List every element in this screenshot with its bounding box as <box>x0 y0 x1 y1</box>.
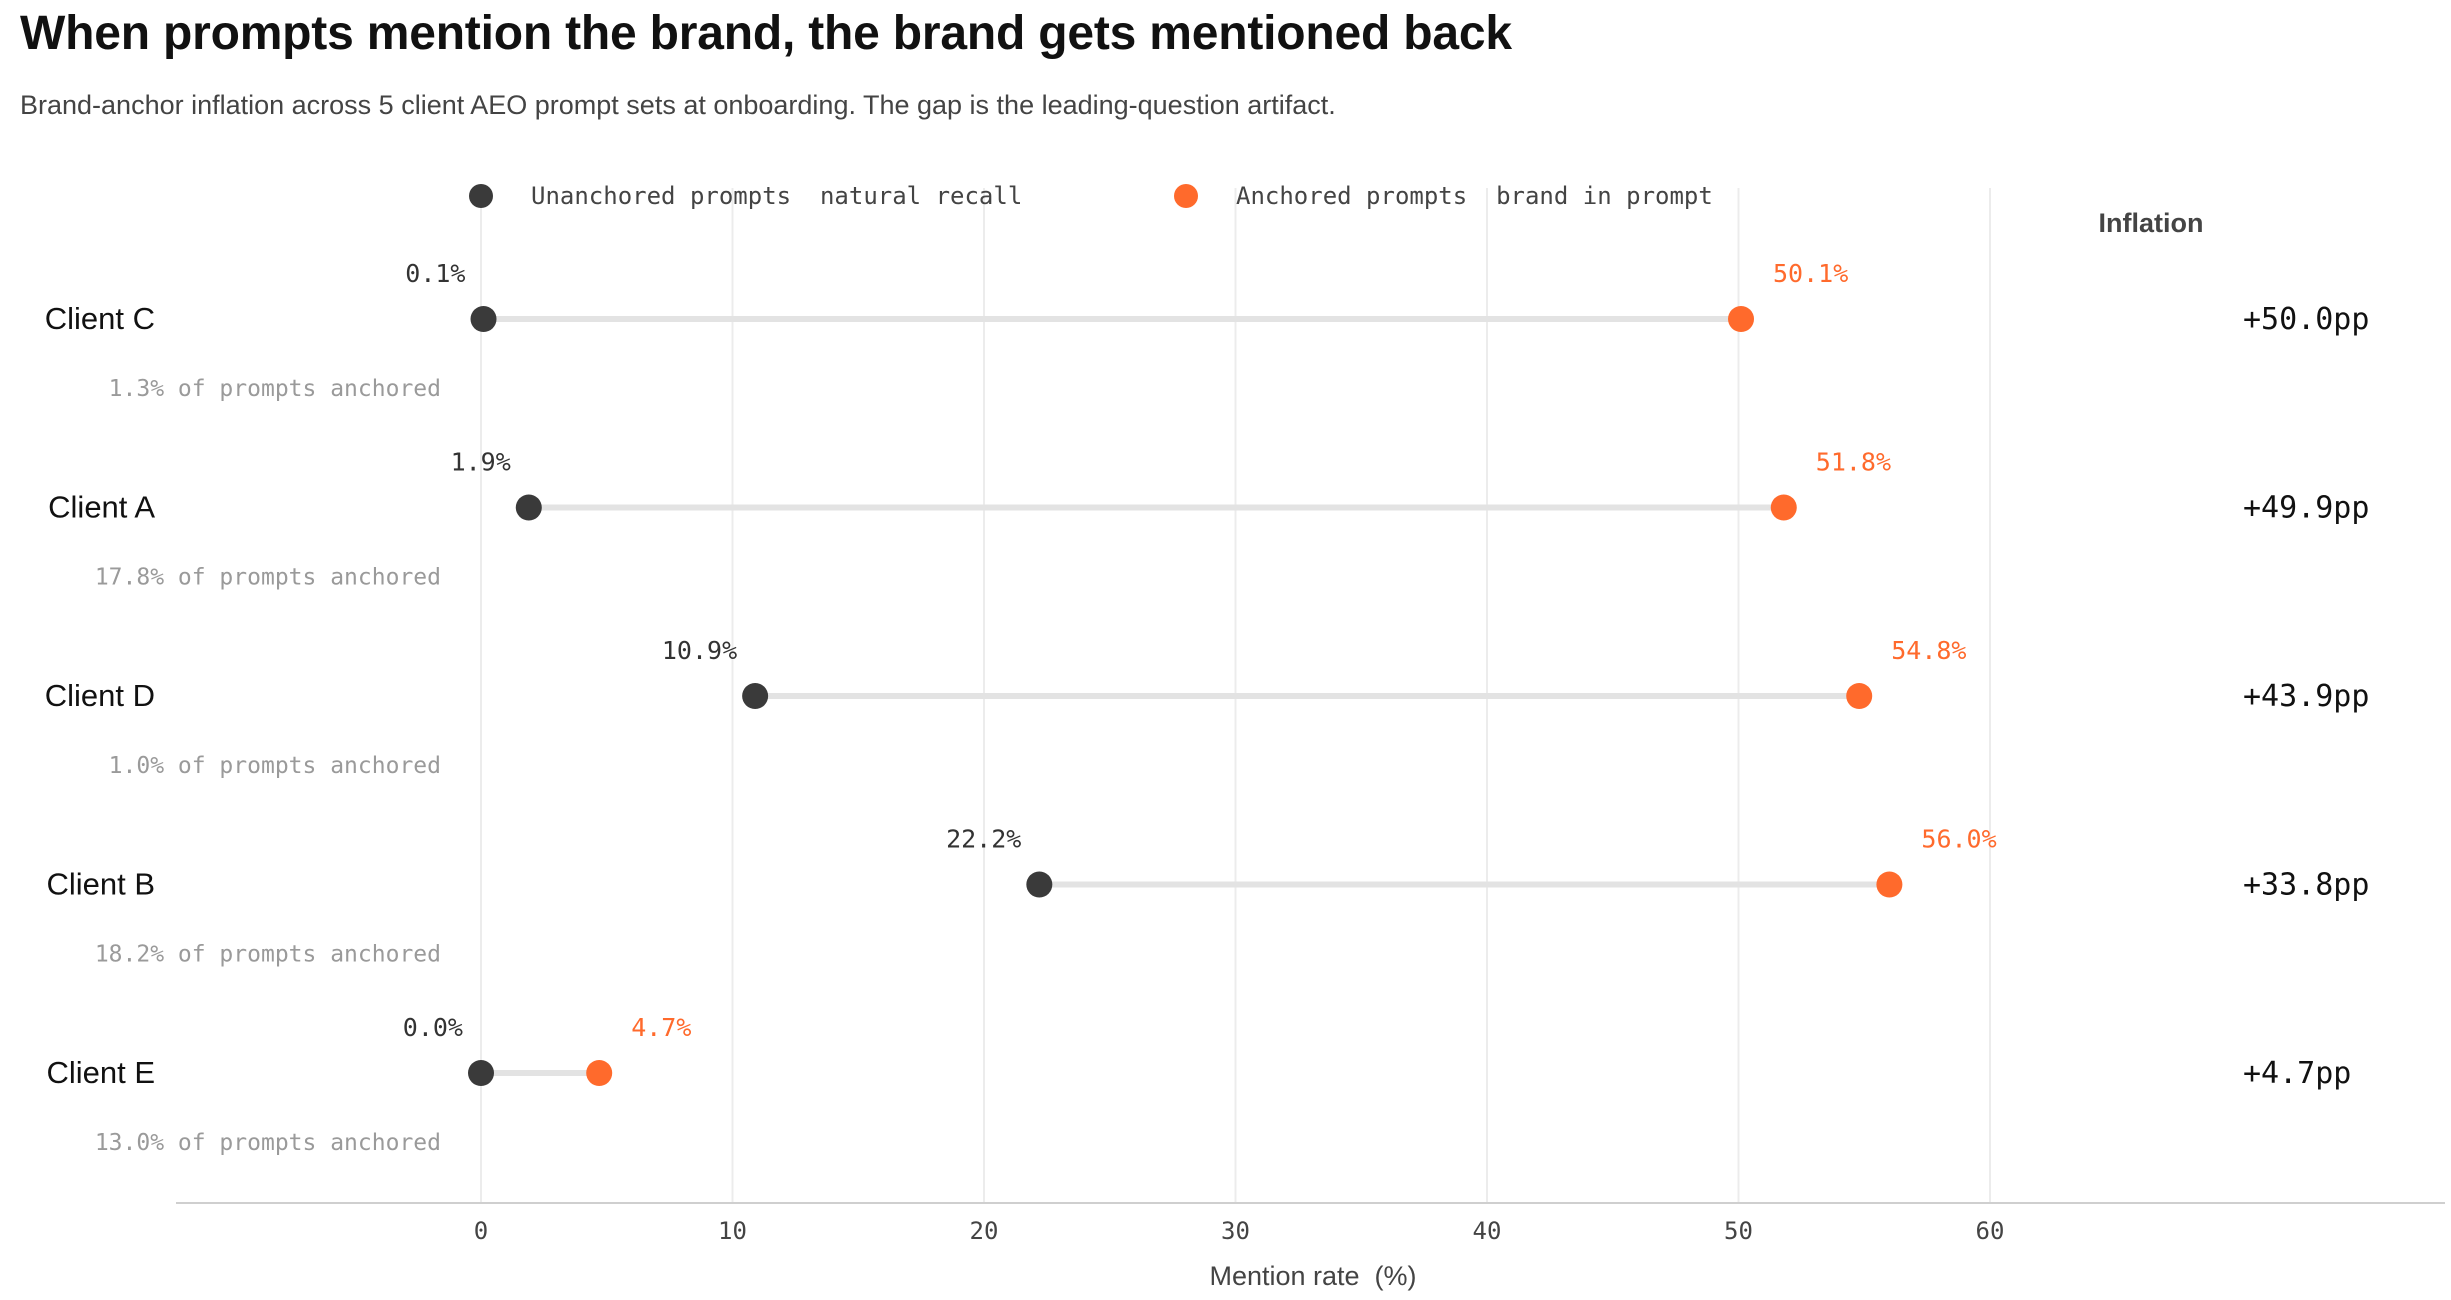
anchored-share-label: 13.0% of prompts anchored <box>95 1130 441 1156</box>
point-anchored <box>586 1060 613 1086</box>
point-unanchored <box>1026 871 1053 898</box>
legend-marker-anchored <box>1174 184 1198 208</box>
client-label: Client A <box>48 490 155 525</box>
row-client-c: 0.1% 50.1% Client C 1.3% of prompts anchore… <box>45 259 2370 402</box>
inflation-value: +4.7pp <box>2243 1056 2351 1091</box>
inflation-value: +33.8pp <box>2243 868 2369 903</box>
data-label-unanchored: 1.9% <box>451 448 511 477</box>
x-tick-label-20: 20 <box>970 1217 999 1245</box>
point-anchored <box>1876 871 1903 898</box>
x-tick-label-60: 60 <box>1976 1217 2005 1245</box>
point-unanchored <box>470 306 497 332</box>
x-tick-label-40: 40 <box>1473 1217 1502 1245</box>
data-label-unanchored: 22.2% <box>946 825 1021 854</box>
row-client-a: 1.9% 51.8% Client A 17.8% of prompts anchor… <box>48 448 2369 591</box>
data-label-anchored: 51.8% <box>1816 448 1891 477</box>
x-tick-label-50: 50 <box>1724 1217 1753 1245</box>
client-label: Client C <box>45 301 155 336</box>
anchored-share-label: 1.0% of prompts anchored <box>109 753 441 779</box>
inflation-value: +50.0pp <box>2243 302 2369 337</box>
point-unanchored <box>515 494 542 521</box>
x-tick-label-30: 30 <box>1221 1217 1250 1245</box>
point-unanchored <box>742 683 769 709</box>
row-client-e: 0.0% 4.7% Client E 13.0% of prompts anchore… <box>46 1013 2351 1156</box>
x-tick-label-10: 10 <box>718 1217 747 1245</box>
point-anchored <box>1770 494 1797 521</box>
data-label-unanchored: 10.9% <box>662 636 737 665</box>
inflation-value: +49.9pp <box>2243 491 2369 526</box>
row-client-d: 10.9% 54.8% Client D 1.0% of prompts anchor… <box>45 636 2370 779</box>
data-label-unanchored: 0.0% <box>403 1013 463 1042</box>
inflation-column-header: Inflation <box>2099 208 2204 238</box>
data-label-unanchored: 0.1% <box>405 259 465 288</box>
anchored-share-label: 18.2% of prompts anchored <box>95 942 441 968</box>
legend: Unanchored prompts natural recall Anchor… <box>469 182 1713 210</box>
row-client-b: 22.2% 56.0% Client B 18.2% of prompts ancho… <box>46 825 2369 968</box>
data-label-anchored: 54.8% <box>1891 636 1966 665</box>
legend-label-anchored: Anchored prompts brand in prompt <box>1236 182 1713 210</box>
x-axis-label: Mention rate (%) <box>1209 1261 1416 1291</box>
anchored-share-label: 1.3% of prompts anchored <box>109 376 441 402</box>
data-label-anchored: 56.0% <box>1921 825 1996 854</box>
point-anchored <box>1728 306 1755 332</box>
point-unanchored <box>468 1060 494 1086</box>
point-anchored <box>1846 683 1873 709</box>
anchored-share-label: 17.8% of prompts anchored <box>95 565 441 591</box>
data-label-anchored: 4.7% <box>631 1013 691 1042</box>
chart-subtitle: Brand-anchor inflation across 5 client A… <box>20 90 1336 120</box>
legend-marker-unanchored <box>469 184 493 208</box>
rows-layer: 0.1% 50.1% Client C 1.3% of prompts anchore… <box>45 259 2370 1156</box>
data-label-anchored: 50.1% <box>1773 259 1848 288</box>
client-label: Client E <box>46 1055 155 1090</box>
client-label: Client D <box>45 678 155 713</box>
inflation-value: +43.9pp <box>2243 679 2369 714</box>
chart-title: When prompts mention the brand, the bran… <box>20 7 1512 60</box>
x-tick-label-0: 0 <box>474 1217 488 1245</box>
legend-label-unanchored: Unanchored prompts natural recall <box>531 182 1022 210</box>
client-label: Client B <box>46 867 155 902</box>
x-axis: 0 10 20 30 40 50 60 <box>176 1202 2445 1245</box>
